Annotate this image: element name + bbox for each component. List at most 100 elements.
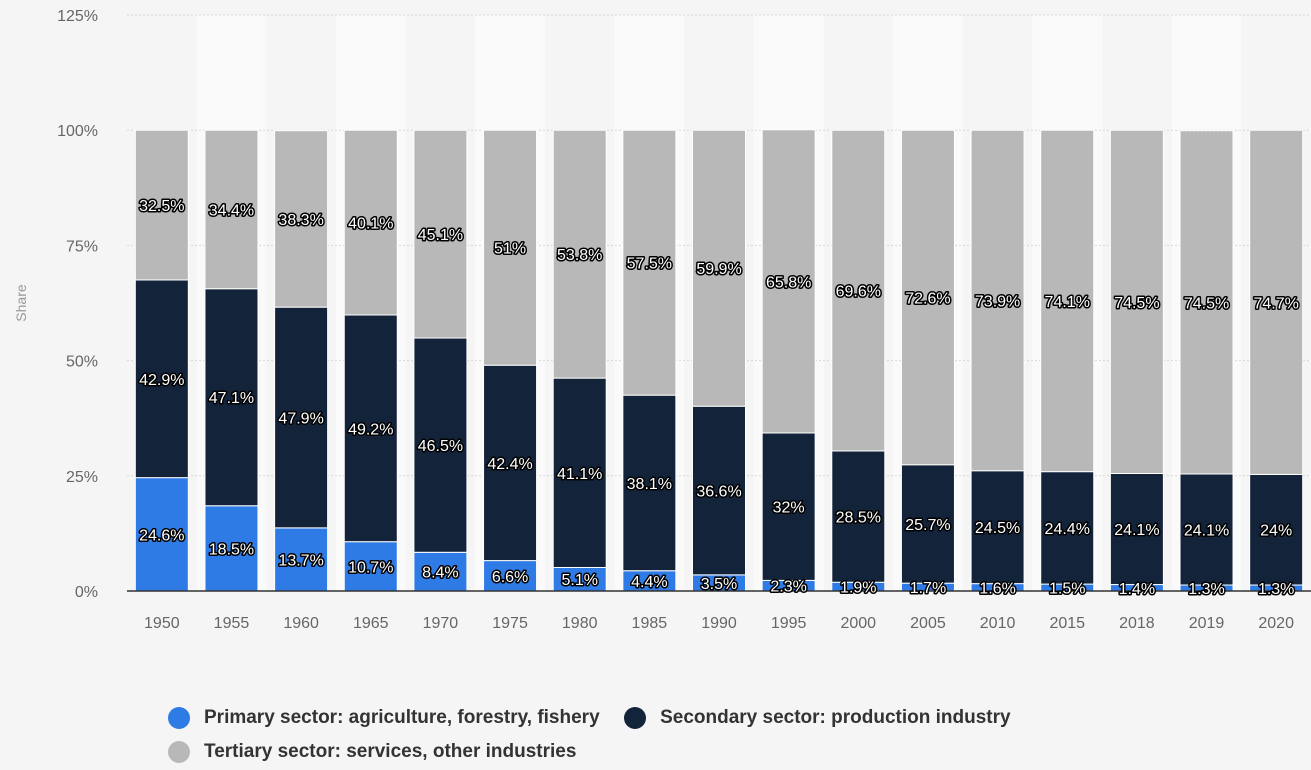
bar-segment[interactable] [761, 129, 816, 434]
data-label: 42.9% [139, 372, 184, 389]
bar-segment[interactable] [622, 394, 677, 572]
data-label: 18.5% [209, 541, 254, 558]
bar-segment[interactable] [274, 130, 329, 308]
bar-segment[interactable] [970, 470, 1025, 585]
x-tick-label: 1995 [771, 615, 807, 632]
data-label: 36.6% [696, 484, 741, 501]
data-label: 24.6% [139, 527, 184, 544]
data-label: 24.5% [975, 520, 1020, 537]
bar-segment[interactable] [1179, 473, 1234, 586]
data-label: 72.6% [905, 290, 950, 307]
data-label: 13.7% [278, 552, 323, 569]
y-tick-label: 125% [57, 8, 98, 25]
data-label: 40.1% [348, 216, 393, 233]
bar-segment[interactable] [1040, 129, 1095, 473]
y-axis-title: Share [13, 284, 29, 322]
bar-segment[interactable] [413, 129, 468, 339]
data-label: 6.6% [492, 569, 528, 586]
data-label: 38.3% [278, 212, 323, 229]
y-tick-label: 50% [66, 354, 98, 371]
data-label: 32.5% [139, 198, 184, 215]
x-tick-label: 1960 [283, 615, 319, 632]
bar-segment[interactable] [761, 432, 816, 581]
bar-segment[interactable] [831, 450, 886, 583]
data-label: 74.1% [1045, 294, 1090, 311]
data-label: 24.4% [1045, 521, 1090, 538]
x-tick-label: 2018 [1119, 615, 1155, 632]
bar-segment[interactable] [622, 129, 677, 396]
data-label: 47.1% [209, 390, 254, 407]
bar-segment[interactable] [900, 464, 955, 584]
bar-segment[interactable] [1249, 473, 1304, 586]
data-label: 10.7% [348, 559, 393, 576]
data-label: 46.5% [418, 438, 463, 455]
x-tick-label: 1970 [423, 615, 459, 632]
data-label: 1.6% [979, 580, 1015, 597]
bar-segment[interactable] [134, 279, 189, 479]
data-label: 38.1% [627, 476, 672, 493]
bar-segment[interactable] [274, 527, 329, 592]
bar-segment[interactable] [552, 377, 607, 568]
data-label: 1.9% [840, 580, 876, 597]
bar-segment[interactable] [274, 306, 329, 529]
legend-label-tertiary: Tertiary sector: services, other industr… [204, 741, 577, 762]
x-tick-label: 2000 [840, 615, 876, 632]
bar-segment[interactable] [1109, 129, 1164, 474]
data-label: 51% [494, 241, 526, 258]
data-label: 28.5% [836, 510, 881, 527]
data-label: 74.5% [1114, 295, 1159, 312]
data-label: 3.5% [701, 576, 737, 593]
legend: Primary sector: agriculture, forestry, f… [168, 703, 1268, 767]
data-label: 24.1% [1184, 522, 1229, 539]
data-label: 45.1% [418, 227, 463, 244]
bar-segment[interactable] [900, 129, 955, 466]
bar-segment[interactable] [204, 288, 259, 507]
bar-segment[interactable] [483, 364, 538, 562]
data-label: 59.9% [696, 261, 741, 278]
data-label: 53.8% [557, 247, 602, 264]
bar-segment[interactable] [831, 129, 886, 452]
x-tick-label: 2010 [980, 615, 1016, 632]
bar-segment[interactable] [204, 505, 259, 592]
bar-segment[interactable] [692, 129, 746, 407]
bar-segment[interactable] [692, 405, 746, 576]
bar-segment[interactable] [970, 129, 1025, 472]
data-label: 1.5% [1049, 581, 1085, 598]
data-label: 69.6% [836, 284, 881, 301]
legend-item-primary[interactable]: Primary sector: agriculture, forestry, f… [168, 703, 600, 733]
y-tick-label: 0% [75, 584, 98, 601]
x-tick-label: 1980 [562, 615, 598, 632]
bar-segment[interactable] [1179, 130, 1234, 475]
data-label: 42.4% [487, 456, 532, 473]
data-label: 2.3% [770, 579, 806, 596]
data-label: 8.4% [422, 565, 458, 582]
x-tick-label: 1965 [353, 615, 389, 632]
legend-item-secondary[interactable]: Secondary sector: production industry [624, 703, 1011, 733]
data-label: 65.8% [766, 274, 811, 291]
bar-segment[interactable] [343, 129, 398, 316]
legend-swatch-secondary [624, 707, 647, 729]
bar-segment[interactable] [552, 129, 607, 379]
data-label: 49.2% [348, 421, 393, 438]
bar-segment[interactable] [134, 477, 189, 592]
legend-label-secondary: Secondary sector: production industry [660, 707, 1011, 728]
data-label: 1.3% [1258, 581, 1294, 598]
data-label: 1.3% [1188, 581, 1224, 598]
legend-item-tertiary[interactable]: Tertiary sector: services, other industr… [168, 737, 1248, 767]
data-label: 1.7% [910, 580, 946, 597]
bar-segment[interactable] [483, 129, 538, 366]
x-tick-label: 1985 [632, 615, 668, 632]
x-tick-label: 1950 [144, 615, 180, 632]
bar-segment[interactable] [1249, 129, 1304, 475]
data-label: 47.9% [278, 411, 323, 428]
y-tick-label: 100% [57, 123, 98, 140]
data-label: 57.5% [627, 256, 672, 273]
x-tick-label: 1975 [492, 615, 528, 632]
data-label: 5.1% [561, 572, 597, 589]
data-label: 32% [773, 500, 805, 517]
bar-segment[interactable] [134, 129, 189, 281]
x-tick-label: 2020 [1258, 615, 1294, 632]
bar-segment[interactable] [204, 129, 259, 290]
bar-segment[interactable] [1040, 471, 1095, 585]
